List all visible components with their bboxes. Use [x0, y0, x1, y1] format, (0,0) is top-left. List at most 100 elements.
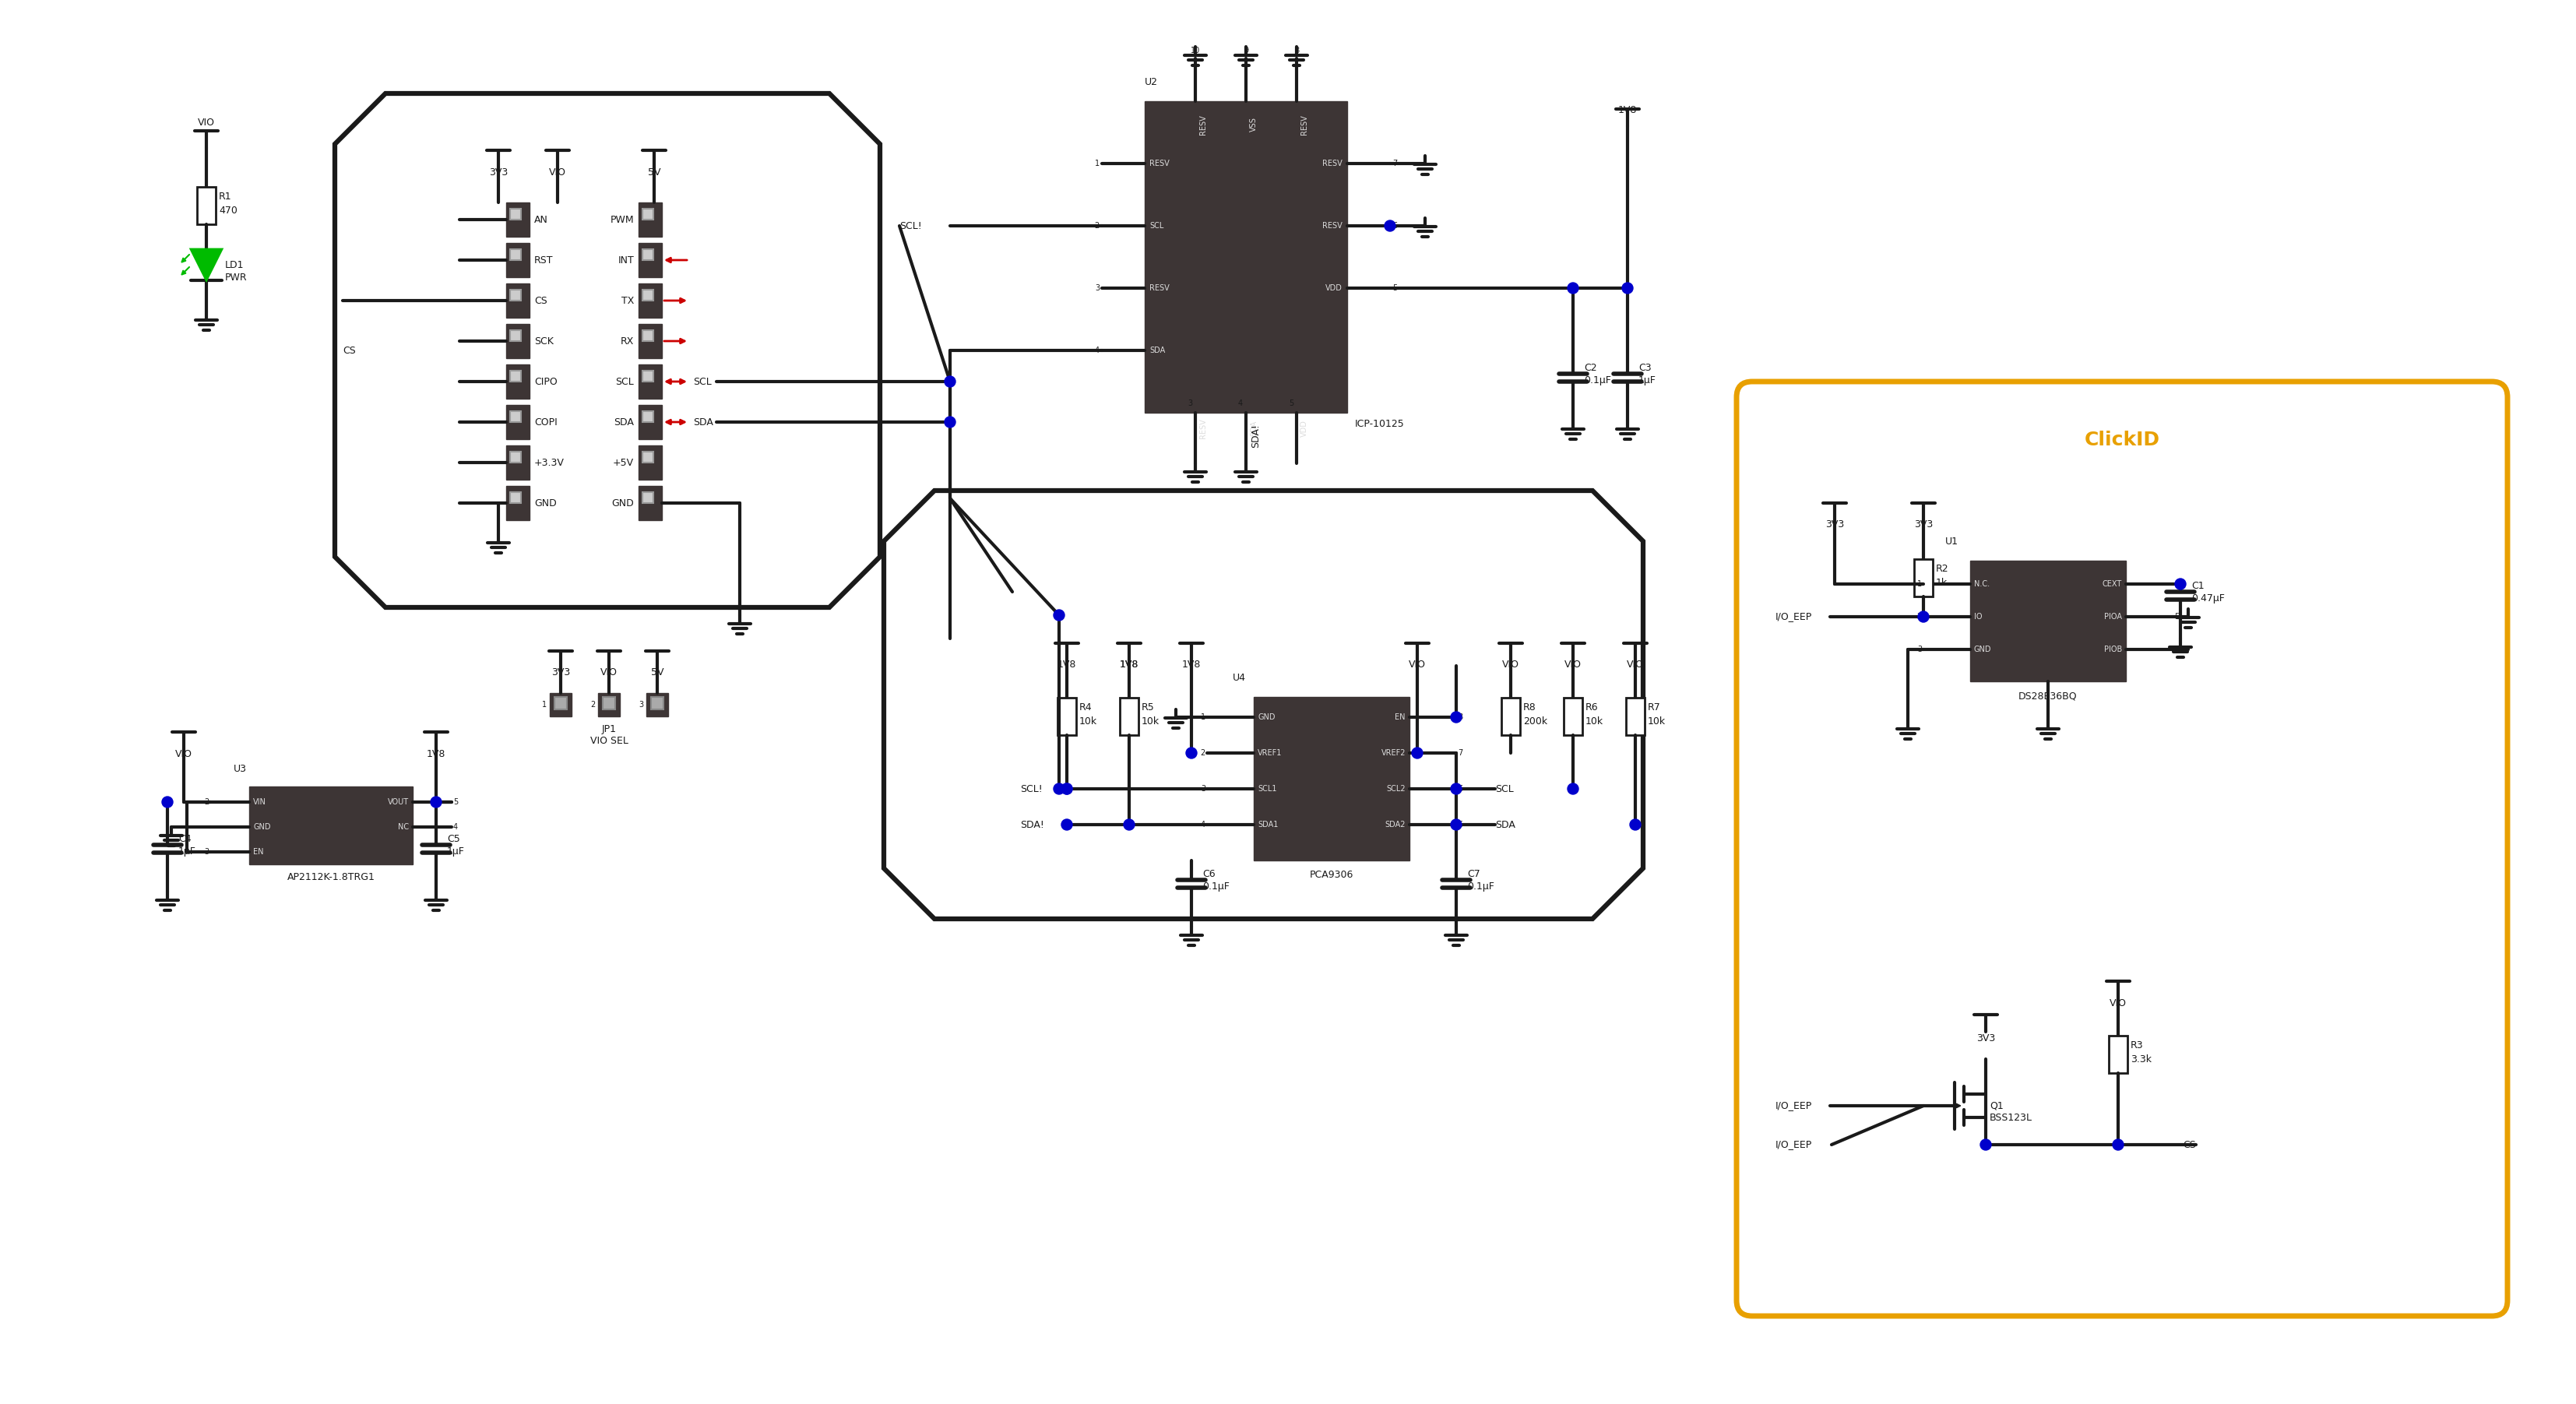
Bar — [505, 486, 531, 519]
Circle shape — [1450, 712, 1461, 723]
Text: VOUT: VOUT — [389, 797, 410, 806]
Text: N.C.: N.C. — [1973, 580, 1989, 588]
Circle shape — [1631, 819, 1641, 830]
Text: RST: RST — [533, 256, 554, 265]
Circle shape — [1623, 282, 1633, 293]
Text: VIO: VIO — [1564, 660, 1582, 670]
Text: VREF1: VREF1 — [1257, 750, 1283, 757]
Text: U2: U2 — [1144, 77, 1159, 87]
Text: RESV: RESV — [1149, 284, 1170, 292]
Text: C1: C1 — [2192, 580, 2205, 591]
Text: 6: 6 — [2174, 580, 2179, 588]
Text: SDA: SDA — [1494, 820, 1515, 830]
Circle shape — [1450, 819, 1461, 830]
Bar — [505, 284, 531, 317]
Text: 1k: 1k — [1937, 577, 1947, 587]
Text: 3.3k: 3.3k — [2130, 1054, 2151, 1064]
Text: EN: EN — [1396, 713, 1406, 722]
Bar — [639, 486, 662, 519]
Bar — [1914, 559, 1932, 597]
Text: 5V: 5V — [647, 167, 659, 177]
Text: 1V8: 1V8 — [1618, 105, 1636, 115]
Bar — [196, 187, 216, 225]
Text: 1V8: 1V8 — [1121, 660, 1139, 670]
Circle shape — [2174, 578, 2187, 590]
Text: PWM: PWM — [611, 215, 634, 225]
Text: 5: 5 — [1394, 284, 1396, 292]
Text: RX: RX — [621, 336, 634, 347]
Bar — [1121, 698, 1139, 736]
Text: U3: U3 — [234, 764, 247, 774]
Text: 9: 9 — [1244, 46, 1249, 55]
Text: R2: R2 — [1937, 563, 1950, 573]
Text: R7: R7 — [1649, 702, 1662, 712]
Bar — [639, 404, 662, 439]
Text: 1V8: 1V8 — [1182, 660, 1200, 670]
Bar — [1625, 698, 1643, 736]
Text: 6: 6 — [1394, 222, 1396, 230]
Text: CIPO: CIPO — [533, 376, 556, 386]
Text: +3.3V: +3.3V — [533, 458, 564, 468]
Text: VDD: VDD — [1327, 284, 1342, 292]
Bar — [641, 411, 654, 423]
Text: VIO SEL: VIO SEL — [590, 736, 629, 746]
Text: VIO: VIO — [549, 167, 567, 177]
Text: LD1: LD1 — [224, 260, 245, 270]
Text: 3V3: 3V3 — [1914, 519, 1932, 529]
Text: SCL: SCL — [693, 376, 711, 386]
Bar — [250, 786, 412, 865]
Text: SCL: SCL — [1149, 222, 1164, 230]
Text: 1µF: 1µF — [178, 847, 196, 856]
Circle shape — [1061, 819, 1072, 830]
Text: ICP-10125: ICP-10125 — [1355, 418, 1404, 430]
Text: VREF2: VREF2 — [1381, 750, 1406, 757]
Text: 8: 8 — [1293, 46, 1298, 55]
Text: 4: 4 — [2174, 646, 2179, 653]
Text: RESV: RESV — [1301, 115, 1309, 135]
Text: 2: 2 — [1200, 750, 1206, 757]
Text: VIO: VIO — [198, 118, 214, 128]
Circle shape — [1123, 819, 1133, 830]
Text: 1V8: 1V8 — [1121, 660, 1139, 670]
Text: SDA: SDA — [1249, 420, 1257, 437]
Bar — [639, 202, 662, 237]
Text: C5: C5 — [448, 834, 461, 844]
Text: Q1: Q1 — [1989, 1101, 2004, 1111]
Text: 0.1µF: 0.1µF — [1468, 882, 1494, 892]
Text: SDA: SDA — [1149, 347, 1164, 354]
Text: SCL1: SCL1 — [1257, 785, 1278, 793]
Text: 1: 1 — [1095, 160, 1100, 167]
Text: IO: IO — [1973, 612, 1981, 621]
Text: U1: U1 — [1945, 536, 1958, 546]
Bar — [510, 371, 520, 382]
Circle shape — [430, 796, 440, 807]
Text: 7: 7 — [1394, 160, 1396, 167]
Bar — [505, 202, 531, 237]
Bar — [641, 249, 654, 260]
Text: PWR: PWR — [224, 272, 247, 282]
Text: 3: 3 — [1200, 785, 1206, 793]
Text: R5: R5 — [1141, 702, 1154, 712]
Text: C3: C3 — [1638, 362, 1651, 372]
Bar — [505, 243, 531, 277]
Text: U4: U4 — [1234, 673, 1247, 682]
Text: 10: 10 — [1190, 46, 1200, 55]
Bar — [641, 289, 654, 300]
Circle shape — [1919, 611, 1929, 622]
Circle shape — [1981, 1139, 1991, 1150]
Bar — [510, 289, 520, 300]
Text: R1: R1 — [219, 191, 232, 201]
Circle shape — [945, 376, 956, 388]
Bar — [510, 452, 520, 462]
Text: 3V3: 3V3 — [1976, 1033, 1996, 1043]
Bar — [641, 452, 654, 462]
Bar — [639, 284, 662, 317]
Text: VIO: VIO — [2110, 998, 2128, 1008]
Text: VSS: VSS — [1249, 118, 1257, 132]
Text: AN: AN — [533, 215, 549, 225]
Bar — [641, 493, 654, 503]
Bar — [510, 493, 520, 503]
Bar — [510, 249, 520, 260]
Text: 10k: 10k — [1079, 716, 1097, 726]
Text: 1V8: 1V8 — [428, 750, 446, 760]
